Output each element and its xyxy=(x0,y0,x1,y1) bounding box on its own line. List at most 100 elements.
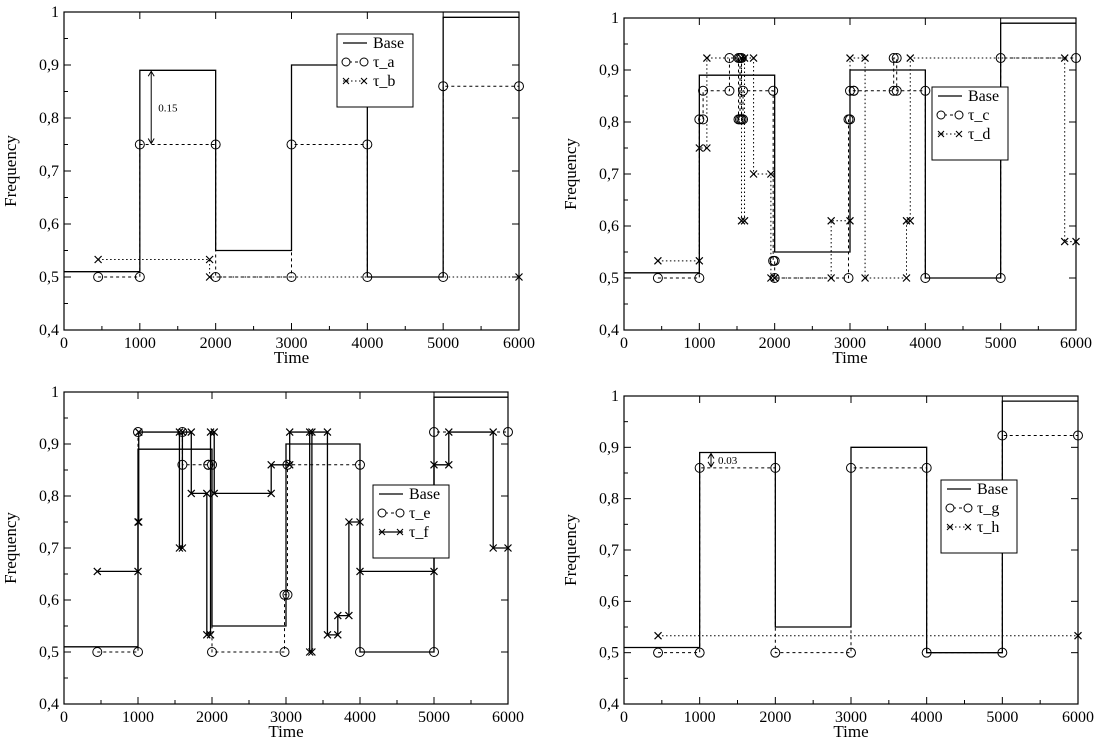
data-point xyxy=(698,85,709,96)
legend-marker xyxy=(341,57,351,67)
x-tick-label: 1000 xyxy=(684,709,716,726)
data-point xyxy=(1074,631,1082,640)
data-point xyxy=(694,273,705,283)
data-point xyxy=(344,518,353,526)
data-point xyxy=(430,460,438,469)
y-tick-label: 1 xyxy=(51,4,59,21)
data-point xyxy=(861,54,869,62)
data-point xyxy=(202,489,211,498)
y-tick-label: 0,6 xyxy=(599,593,619,610)
legend-box xyxy=(336,33,414,108)
x-tick-label: 4000 xyxy=(911,709,943,726)
legend-marker xyxy=(396,528,404,536)
y-tick-label: 0,7 xyxy=(599,542,619,559)
data-point xyxy=(891,53,902,64)
x-tick-label: 2000 xyxy=(200,335,232,352)
y-tick-label: 0,5 xyxy=(39,644,59,661)
legend-label: τ_h xyxy=(977,519,999,536)
annotation-arrowhead xyxy=(147,138,155,145)
series-line xyxy=(98,85,519,278)
data-point xyxy=(134,518,143,526)
data-point xyxy=(279,647,290,657)
data-point xyxy=(356,518,364,526)
data-point xyxy=(920,273,931,283)
y-tick-label: 0,5 xyxy=(599,645,619,662)
data-point xyxy=(702,54,711,62)
data-point xyxy=(861,274,869,282)
data-point xyxy=(134,139,145,150)
y-tick-label: 0,7 xyxy=(39,540,59,557)
x-tick-label: 5000 xyxy=(427,335,459,352)
data-point xyxy=(362,139,373,150)
y-tick-label: 0,5 xyxy=(599,270,619,287)
data-point xyxy=(888,53,899,64)
data-point xyxy=(207,647,217,657)
x-tick-label: 1000 xyxy=(683,335,715,352)
x-tick-label: 6000 xyxy=(492,709,524,726)
x-tick-label: 2000 xyxy=(196,709,228,726)
y-tick-label: 0,9 xyxy=(39,436,59,453)
data-point xyxy=(210,489,219,498)
x-axis-label: Time xyxy=(268,722,303,741)
y-tick-label: 0,9 xyxy=(599,439,619,456)
y-tick-label: 1 xyxy=(611,10,619,27)
data-point xyxy=(305,428,314,436)
y-tick-label: 0,8 xyxy=(599,114,619,131)
legend-label: τ_b xyxy=(373,73,395,90)
data-point xyxy=(515,273,523,281)
legend-label: τ_f xyxy=(409,524,429,541)
data-point xyxy=(286,272,297,282)
legend-marker xyxy=(945,503,955,513)
data-point xyxy=(93,567,102,576)
data-point xyxy=(921,462,932,473)
data-point xyxy=(207,459,217,470)
data-point xyxy=(888,85,899,96)
legend-marker xyxy=(964,523,972,531)
series-line xyxy=(657,57,1076,279)
data-point xyxy=(695,144,704,152)
data-point xyxy=(846,462,856,473)
x-tick-label: 6000 xyxy=(503,335,535,352)
data-point xyxy=(906,216,915,225)
y-tick-label: 1 xyxy=(51,384,59,401)
y-tick-label: 0,8 xyxy=(39,110,59,127)
data-point xyxy=(1072,237,1080,246)
x-tick-label: 3000 xyxy=(276,335,308,352)
data-point xyxy=(267,460,276,469)
data-point xyxy=(827,216,836,225)
x-tick-label: 0 xyxy=(60,335,68,352)
data-point xyxy=(355,459,365,470)
data-point xyxy=(206,630,215,639)
data-point xyxy=(489,544,498,552)
data-point xyxy=(504,544,512,552)
data-point xyxy=(770,274,779,282)
annotation-label: 0.15 xyxy=(158,102,178,114)
data-point xyxy=(307,428,316,436)
data-point xyxy=(134,428,143,436)
data-point xyxy=(134,272,145,282)
y-tick-label: 0,4 xyxy=(599,696,619,713)
data-point xyxy=(652,273,663,283)
legend-box xyxy=(372,484,450,559)
data-point xyxy=(846,216,854,225)
data-point xyxy=(846,54,854,62)
legend-marker xyxy=(360,77,368,85)
y-axis-label: Frequency xyxy=(561,514,580,586)
data-point xyxy=(724,85,735,96)
data-point xyxy=(740,216,749,225)
legend-label: τ_g xyxy=(977,500,999,517)
legend-marker xyxy=(377,508,387,518)
x-axis-label: Time xyxy=(833,722,868,741)
data-point xyxy=(178,544,187,552)
x-tick-label: 2000 xyxy=(759,335,791,352)
data-point xyxy=(285,460,294,469)
legend-marker xyxy=(936,110,946,120)
y-tick-label: 0,4 xyxy=(39,322,59,339)
data-point xyxy=(766,274,775,282)
x-tick-label: 3000 xyxy=(270,709,302,726)
data-point xyxy=(738,85,749,96)
data-point xyxy=(175,428,184,436)
data-point xyxy=(344,611,353,620)
data-point xyxy=(282,589,293,600)
data-point xyxy=(133,647,143,657)
